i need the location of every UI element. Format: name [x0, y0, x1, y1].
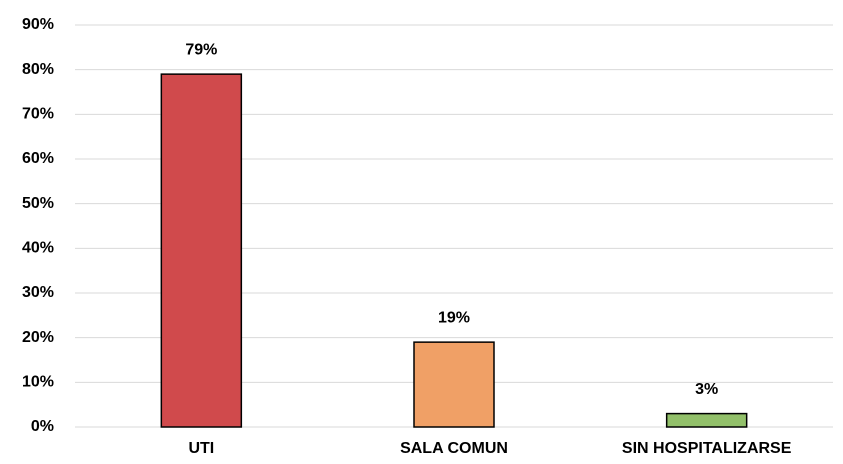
y-tick-label: 20% [22, 329, 54, 346]
y-tick-label: 70% [22, 106, 54, 123]
y-tick-label: 10% [22, 374, 54, 391]
x-tick-label: UTI [188, 440, 214, 457]
y-tick-label: 40% [22, 240, 54, 257]
bar [665, 412, 748, 428]
y-tick-label: 0% [31, 418, 54, 435]
bar [160, 73, 243, 428]
x-tick-label: SIN HOSPITALIZARSE [622, 440, 792, 457]
y-tick-label: 60% [22, 150, 54, 167]
value-label: 79% [185, 41, 217, 58]
y-tick-label: 30% [22, 284, 54, 301]
x-tick-label: SALA COMUN [400, 440, 508, 457]
y-tick-label: 80% [22, 61, 54, 78]
bar [413, 341, 495, 428]
value-label: 19% [438, 309, 470, 326]
y-tick-label: 50% [22, 195, 54, 212]
value-label: 3% [695, 381, 718, 398]
y-tick-label: 90% [22, 16, 54, 33]
